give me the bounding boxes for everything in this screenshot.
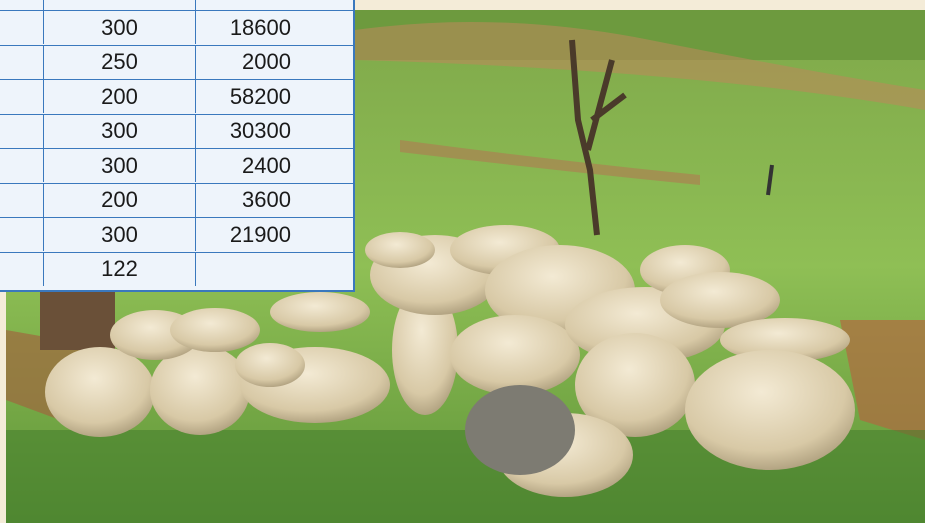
table-cell: 300 bbox=[43, 11, 195, 44]
table-cell: 300 bbox=[43, 149, 195, 182]
table-cell: 3600 bbox=[195, 184, 353, 217]
table-cell bbox=[195, 253, 353, 286]
table-cell: 300 bbox=[43, 218, 195, 251]
table-cell: 21900 bbox=[195, 218, 353, 251]
table-cell: 18600 bbox=[195, 11, 353, 44]
table-cell: 300 bbox=[43, 115, 195, 148]
table-cell: 30300 bbox=[195, 115, 353, 148]
table-cell: 58200 bbox=[195, 80, 353, 113]
table-cell: 2000 bbox=[195, 46, 353, 79]
table-row bbox=[0, 0, 353, 10]
table-cell bbox=[195, 0, 353, 10]
table-cell bbox=[43, 0, 195, 10]
table-cell: 200 bbox=[43, 184, 195, 217]
table-cell: 122 bbox=[43, 253, 195, 286]
table-cell: 250 bbox=[43, 46, 195, 79]
table-cell: 2400 bbox=[195, 149, 353, 182]
table-cell: 200 bbox=[43, 80, 195, 113]
page: 3001860025020002005820030030300300240020… bbox=[0, 0, 925, 523]
table-row: 122 bbox=[0, 252, 353, 286]
